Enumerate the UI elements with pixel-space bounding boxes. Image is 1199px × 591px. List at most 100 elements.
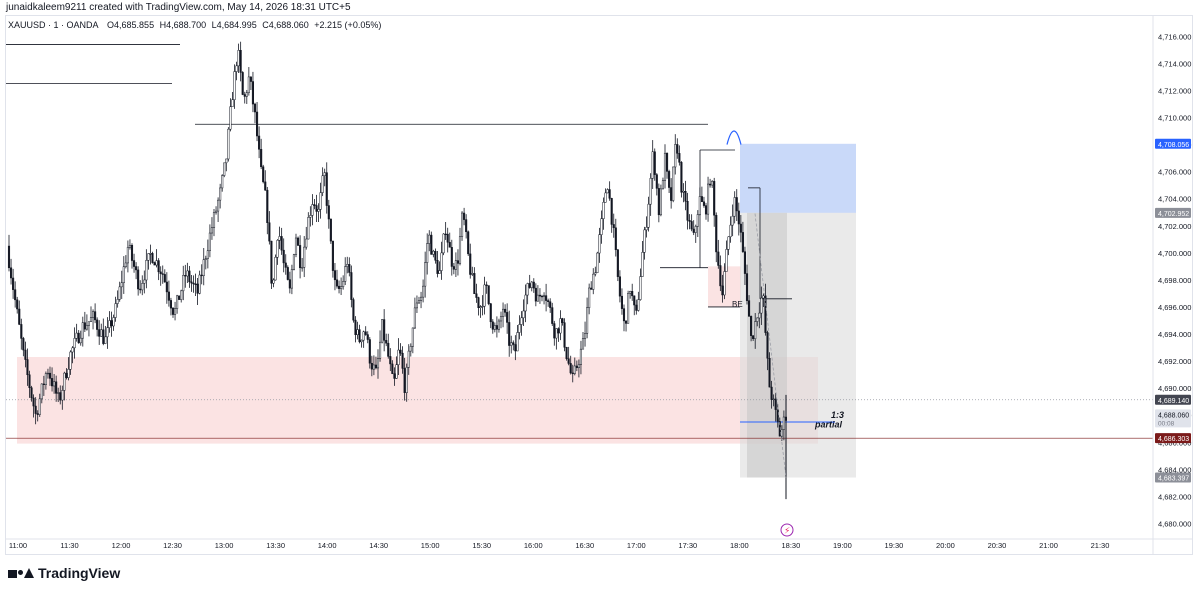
candle	[729, 216, 732, 243]
candle	[534, 283, 537, 307]
candle	[141, 275, 144, 296]
candle	[110, 311, 113, 337]
candle	[491, 319, 494, 334]
candle	[555, 328, 558, 350]
candle	[684, 180, 687, 211]
candle	[307, 212, 310, 240]
candle	[315, 194, 318, 223]
candle	[294, 233, 298, 258]
candle	[278, 226, 281, 250]
candle	[149, 244, 152, 265]
candle	[145, 249, 148, 289]
candle	[704, 202, 708, 220]
candle	[120, 270, 123, 299]
candle	[237, 43, 240, 74]
candle	[596, 251, 599, 274]
candle	[696, 210, 699, 237]
candle	[481, 295, 484, 316]
candle	[676, 138, 679, 159]
candle	[401, 346, 404, 374]
candle	[584, 321, 587, 347]
tradingview-wordmark: TradingView	[38, 565, 121, 581]
candle	[473, 267, 476, 295]
candle	[528, 274, 531, 289]
candle	[301, 257, 304, 272]
candle	[516, 325, 519, 352]
candle	[352, 297, 355, 323]
candle	[450, 239, 453, 276]
x-tick-label: 20:30	[988, 541, 1007, 550]
y-tick-label: 4,696.000	[1158, 303, 1191, 312]
candle	[104, 325, 107, 345]
price-label-text: 4,688.060	[1158, 412, 1189, 419]
candle	[543, 292, 546, 305]
candle	[130, 243, 134, 269]
candle	[530, 281, 533, 292]
candle	[153, 261, 156, 266]
candle	[192, 275, 195, 293]
x-tick-label: 17:00	[627, 541, 646, 550]
candle	[672, 166, 675, 203]
candle	[762, 293, 765, 307]
candle	[594, 266, 597, 277]
candle	[245, 89, 248, 104]
candle	[16, 296, 19, 314]
candle	[210, 217, 213, 240]
candle	[26, 348, 29, 386]
candle	[545, 283, 548, 312]
candle	[428, 230, 431, 252]
candle	[409, 343, 412, 357]
candle	[508, 310, 511, 357]
candle	[590, 281, 593, 290]
candle	[344, 257, 347, 286]
candle	[163, 269, 166, 283]
candle	[407, 344, 410, 375]
candle	[549, 298, 552, 313]
candle	[471, 266, 474, 277]
candle	[522, 299, 525, 326]
candle	[71, 346, 74, 364]
candle	[161, 265, 164, 284]
candle	[114, 296, 117, 322]
candle	[100, 323, 103, 337]
stop-loss-zone	[740, 143, 856, 213]
candle	[167, 280, 170, 307]
candle	[77, 330, 80, 344]
candle	[493, 322, 496, 333]
candle	[467, 230, 470, 256]
candle	[231, 92, 234, 108]
candle	[87, 321, 91, 337]
x-tick-label: 12:30	[163, 541, 182, 550]
candle	[674, 134, 677, 175]
candle	[518, 315, 521, 340]
tradingview-logo-icon	[8, 568, 34, 578]
x-tick-label: 16:00	[524, 541, 543, 550]
candle	[178, 295, 181, 300]
candle	[649, 173, 652, 216]
candle	[635, 299, 638, 315]
candle	[128, 239, 131, 250]
price-label-box	[1155, 409, 1191, 428]
candle	[288, 271, 291, 294]
candle	[456, 249, 459, 276]
candle	[106, 317, 109, 349]
candle	[436, 251, 439, 278]
candle	[364, 326, 367, 336]
candle	[620, 288, 624, 315]
chart-attribution: junaidkaleem9211 created with TradingVie…	[6, 2, 351, 13]
candle	[686, 192, 689, 230]
candle	[69, 350, 72, 375]
candle	[745, 264, 749, 305]
y-tick-label: 4,704.000	[1158, 195, 1191, 204]
candle	[89, 306, 93, 322]
candle	[116, 290, 119, 308]
candle	[782, 410, 785, 441]
candle	[764, 283, 767, 336]
candle	[385, 333, 388, 347]
candle	[159, 266, 162, 286]
x-tick-label: 16:30	[575, 541, 594, 550]
candle	[73, 327, 76, 359]
candle	[360, 339, 363, 348]
y-tick-label: 4,692.000	[1158, 357, 1191, 366]
